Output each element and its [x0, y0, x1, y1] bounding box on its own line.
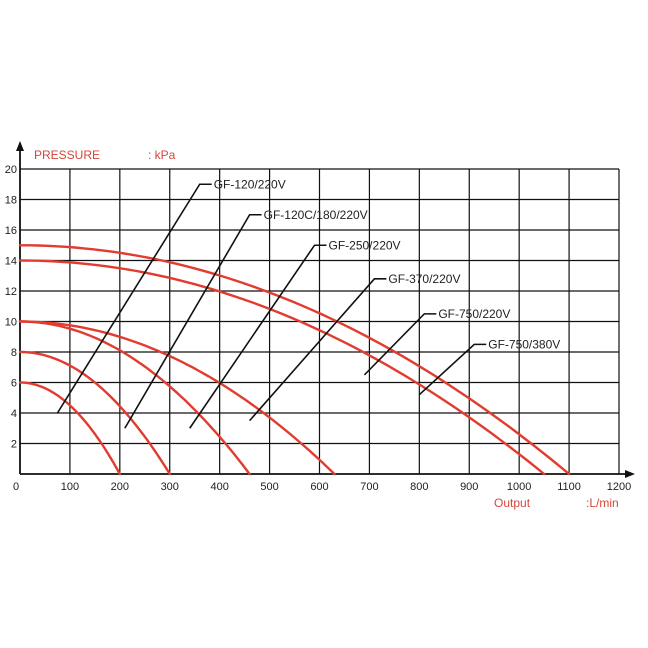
x-tick-label: 900	[460, 481, 478, 493]
x-tick-label: 400	[210, 481, 228, 493]
x-axis-label: Output	[494, 496, 531, 510]
series-label: GF-120/220V	[214, 177, 286, 191]
leader-lines	[56, 183, 487, 429]
x-tick-labels: 0 100 200 300 400 500 600 700 800 900 1000 1100 1200	[13, 481, 631, 493]
y-tick-label: 18	[5, 195, 17, 207]
series-label: GF-250/220V	[329, 238, 401, 252]
x-tick-label: 100	[61, 481, 79, 493]
curve-line	[18, 320, 251, 476]
y-tick-label: 8	[11, 347, 17, 359]
x-tick-label: 1000	[507, 481, 531, 493]
leader-line	[363, 313, 437, 376]
x-tick-label: 500	[260, 481, 278, 493]
y-tick-label: 4	[11, 408, 17, 420]
y-tick-label: 14	[5, 256, 17, 268]
y-tick-label: 12	[5, 286, 17, 298]
curve-line	[18, 259, 546, 476]
y-tick-label: 10	[5, 317, 17, 329]
curve-line	[18, 320, 336, 476]
curve-line	[18, 244, 571, 476]
x-tick-label: 200	[111, 481, 129, 493]
x-tick-label: 1100	[557, 481, 581, 493]
series-label: GF-750/220V	[438, 307, 510, 321]
axes	[16, 141, 635, 478]
x-axis-unit: :L/min	[586, 496, 619, 510]
y-tick-label: 2	[11, 439, 17, 451]
grid	[20, 168, 620, 474]
x-tick-label: 300	[161, 481, 179, 493]
x-tick-label: 0	[13, 481, 19, 493]
y-tick-label: 20	[5, 164, 17, 176]
y-tick-label: 16	[5, 225, 17, 237]
x-tick-label: 800	[410, 481, 428, 493]
y-tick-labels: 2 4 6 8 10 12 14 16 18 20	[5, 164, 17, 451]
y-axis-unit: : kPa	[148, 148, 176, 162]
x-tick-label: 1200	[607, 481, 631, 493]
y-axis-arrow	[16, 141, 24, 151]
curves	[18, 244, 571, 476]
leader-line	[189, 244, 327, 429]
x-axis-arrow	[625, 470, 635, 478]
y-axis-label: PRESSURE	[34, 148, 100, 162]
series-label: GF-370/220V	[388, 272, 460, 286]
series-label: GF-120C/180/220V	[264, 208, 368, 222]
x-tick-label: 700	[360, 481, 378, 493]
curve-line	[18, 381, 122, 476]
series-labels: GF-120/220V GF-120C/180/220V GF-250/220V GF…	[214, 177, 561, 351]
curve-line	[18, 350, 172, 476]
leader-line	[418, 343, 487, 396]
leader-line	[56, 183, 212, 414]
leader-line	[124, 213, 262, 429]
x-tick-label: 600	[310, 481, 328, 493]
y-tick-label: 6	[11, 378, 17, 390]
leader-line	[249, 277, 387, 422]
series-label: GF-750/380V	[488, 337, 560, 351]
